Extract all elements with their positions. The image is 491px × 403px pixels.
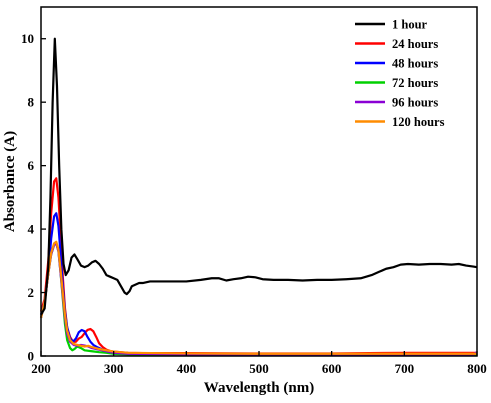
series-line-2: [39, 212, 478, 356]
x-tick-label: 700: [395, 361, 415, 376]
legend: 1 hour 24 hours 48 hours 72 hours 96 hours 12…: [355, 18, 445, 129]
x-tick-label: 400: [177, 361, 197, 376]
x-axis-label: Wavelength (nm): [204, 380, 314, 396]
legend-label-4: 96 hours: [392, 96, 438, 110]
y-tick-label: 2: [28, 285, 35, 300]
y-tick-label: 0: [28, 349, 35, 364]
series-line-1: [39, 177, 477, 355]
legend-label-0: 1 hour: [392, 18, 428, 32]
y-axis-label: Absorbance (A): [2, 131, 18, 232]
y-tick-label: 6: [28, 158, 35, 173]
series-line-4: [39, 242, 478, 356]
legend-label-5: 120 hours: [392, 115, 445, 129]
x-tick-label: 800: [467, 361, 487, 376]
y-tick-label: 8: [28, 95, 35, 110]
x-tick-label: 200: [31, 361, 51, 376]
y-tick-label: 10: [21, 31, 34, 46]
legend-label-3: 72 hours: [392, 76, 438, 90]
series-line-5: [39, 240, 477, 355]
legend-label-2: 48 hours: [392, 57, 438, 71]
ticks-layer: 200 300 400 500 600 700 800 0 2 4 6 8 10: [21, 31, 487, 376]
x-tick-label: 500: [249, 361, 269, 376]
series-line-3: [39, 242, 477, 357]
x-tick-label: 300: [104, 361, 124, 376]
y-tick-label: 4: [28, 222, 35, 237]
x-tick-label: 600: [322, 361, 342, 376]
legend-label-1: 24 hours: [392, 37, 438, 51]
series-line-0: [40, 37, 478, 316]
series-layer: [39, 37, 478, 357]
